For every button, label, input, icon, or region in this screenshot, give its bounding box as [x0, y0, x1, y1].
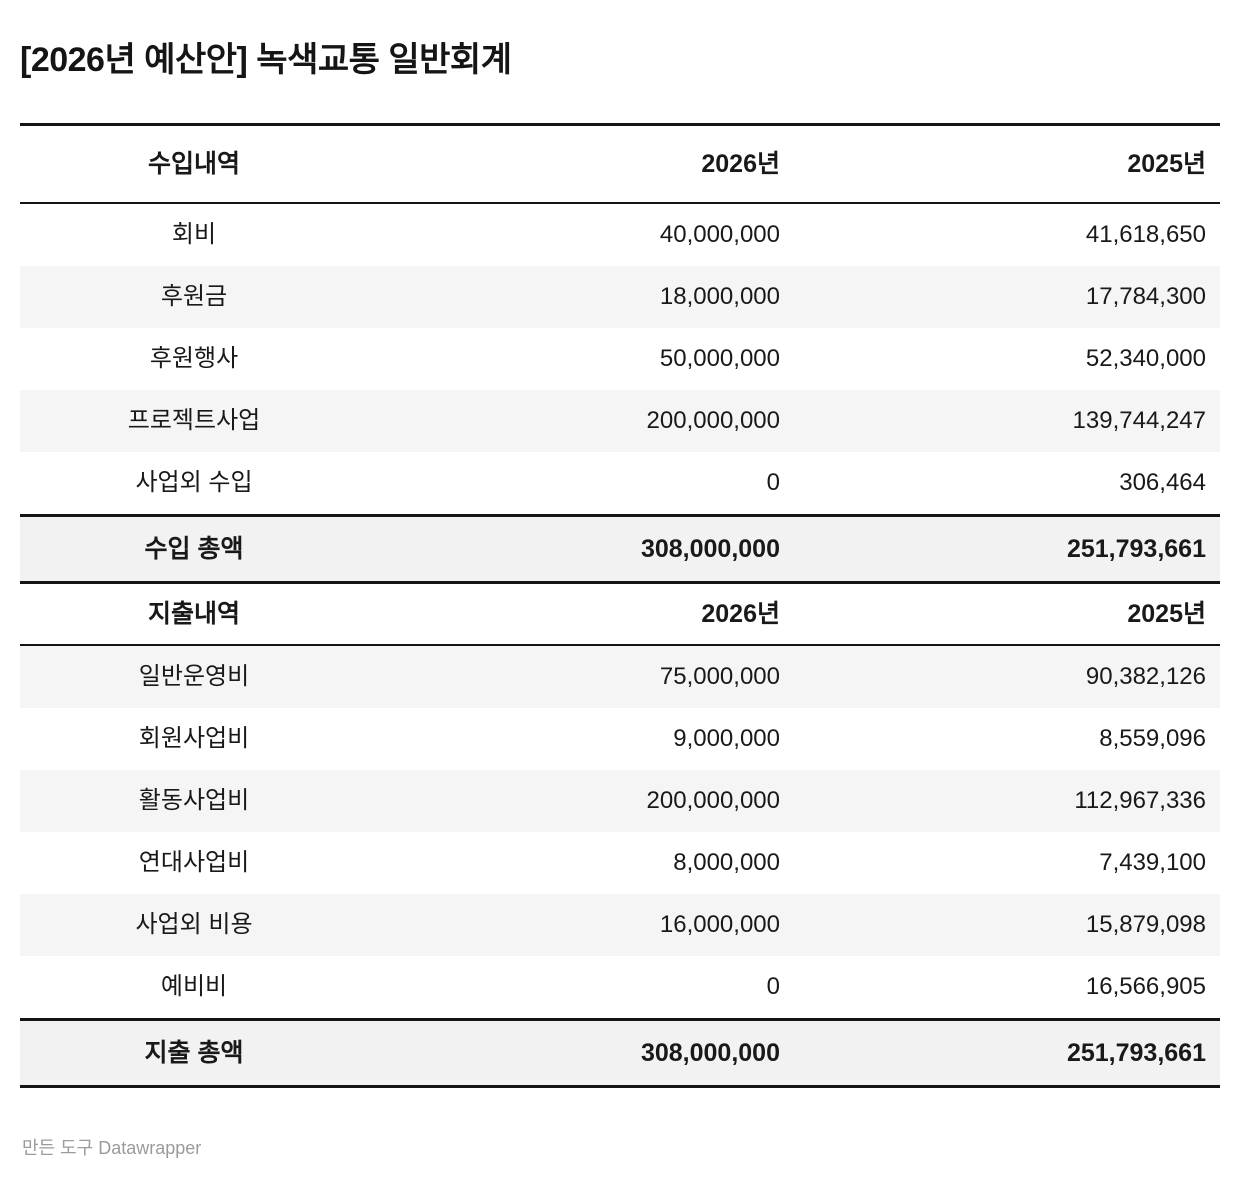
row-value-2025: 112,967,336 — [794, 770, 1220, 832]
row-value-2026: 200,000,000 — [368, 390, 794, 452]
income-col-2026: 2026년 — [368, 124, 794, 204]
table-row: 일반운영비 75,000,000 90,382,126 — [20, 645, 1220, 708]
row-value-2025: 16,566,905 — [1085, 973, 1206, 1000]
table-row: 연대사업비 8,000,000 7,439,100 — [20, 832, 1220, 894]
row-label: 활동사업비 — [20, 770, 368, 832]
row-value-2025: 8,559,096 — [1099, 725, 1206, 752]
row-label: 예비비 — [160, 973, 228, 1000]
row-value-2025: 306,464 — [1119, 469, 1206, 496]
income-col-2025: 2025년 — [794, 124, 1220, 204]
chart-title: [2026년 예산안] 녹색교통 일반회계 — [20, 41, 512, 79]
income-header-label: 수입내역 — [20, 124, 368, 204]
table-row: 활동사업비 200,000,000 112,967,336 — [20, 770, 1220, 832]
row-value-2025: 15,879,098 — [794, 894, 1220, 956]
expense-header-row: 지출내역 2026년 2025년 — [20, 582, 1220, 646]
row-label: 사업외 비용 — [20, 894, 368, 956]
row-value-2026: 75,000,000 — [368, 645, 794, 708]
row-value-2026: 50,000,000 — [659, 345, 780, 372]
row-value-2025: 139,744,247 — [794, 390, 1220, 452]
total-value-2025: 251,793,661 — [794, 514, 1220, 584]
income-total-row: 수입 총액 308,000,000 251,793,661 — [20, 514, 1220, 584]
row-label: 후원행사 — [149, 345, 239, 372]
row-label: 연대사업비 — [138, 849, 250, 876]
budget-table: 수입내역 2026년 2025년 회비 40,000,000 41,618,65… — [20, 123, 1220, 1088]
row-value-2025: 7,439,100 — [1099, 849, 1206, 876]
row-label: 일반운영비 — [20, 645, 368, 708]
row-value-2026: 16,000,000 — [368, 894, 794, 956]
total-value-2026: 308,000,000 — [368, 514, 794, 584]
income-header-row: 수입내역 2026년 2025년 — [20, 124, 1220, 204]
row-value-2025: 52,340,000 — [1085, 345, 1206, 372]
expense-header-label: 지출내역 — [20, 582, 368, 646]
table-row: 사업외 수입 0 306,464 — [20, 452, 1220, 516]
row-value-2026: 0 — [766, 973, 780, 1000]
row-value-2025: 41,618,650 — [1085, 221, 1206, 248]
table-row: 예비비 0 16,566,905 — [20, 956, 1220, 1020]
table-row: 후원행사 50,000,000 52,340,000 — [20, 328, 1220, 390]
table-row: 회비 40,000,000 41,618,650 — [20, 203, 1220, 266]
total-value-2025: 251,793,661 — [794, 1018, 1220, 1088]
table-row: 프로젝트사업 200,000,000 139,744,247 — [20, 390, 1220, 452]
row-value-2026: 18,000,000 — [368, 266, 794, 328]
row-value-2026: 40,000,000 — [659, 221, 780, 248]
table-row: 회원사업비 9,000,000 8,559,096 — [20, 708, 1220, 770]
row-label: 사업외 수입 — [135, 469, 253, 496]
row-value-2026: 9,000,000 — [673, 725, 780, 752]
expense-col-2026: 2026년 — [368, 582, 794, 646]
row-label: 후원금 — [20, 266, 368, 328]
expense-col-2025: 2025년 — [794, 582, 1220, 646]
row-value-2025: 17,784,300 — [794, 266, 1220, 328]
attribution-text: 만든 도구 Datawrapper — [22, 1138, 202, 1158]
expense-total-row: 지출 총액 308,000,000 251,793,661 — [20, 1018, 1220, 1088]
row-label: 회원사업비 — [138, 725, 250, 752]
row-value-2026: 200,000,000 — [368, 770, 794, 832]
row-value-2026: 0 — [766, 469, 780, 496]
row-value-2025: 90,382,126 — [794, 645, 1220, 708]
row-label: 프로젝트사업 — [20, 390, 368, 452]
table-row: 사업외 비용 16,000,000 15,879,098 — [20, 894, 1220, 956]
row-label: 회비 — [171, 221, 217, 248]
row-value-2026: 8,000,000 — [673, 849, 780, 876]
total-value-2026: 308,000,000 — [368, 1018, 794, 1088]
total-label: 수입 총액 — [20, 514, 368, 584]
table-row: 후원금 18,000,000 17,784,300 — [20, 266, 1220, 328]
total-label: 지출 총액 — [20, 1018, 368, 1088]
